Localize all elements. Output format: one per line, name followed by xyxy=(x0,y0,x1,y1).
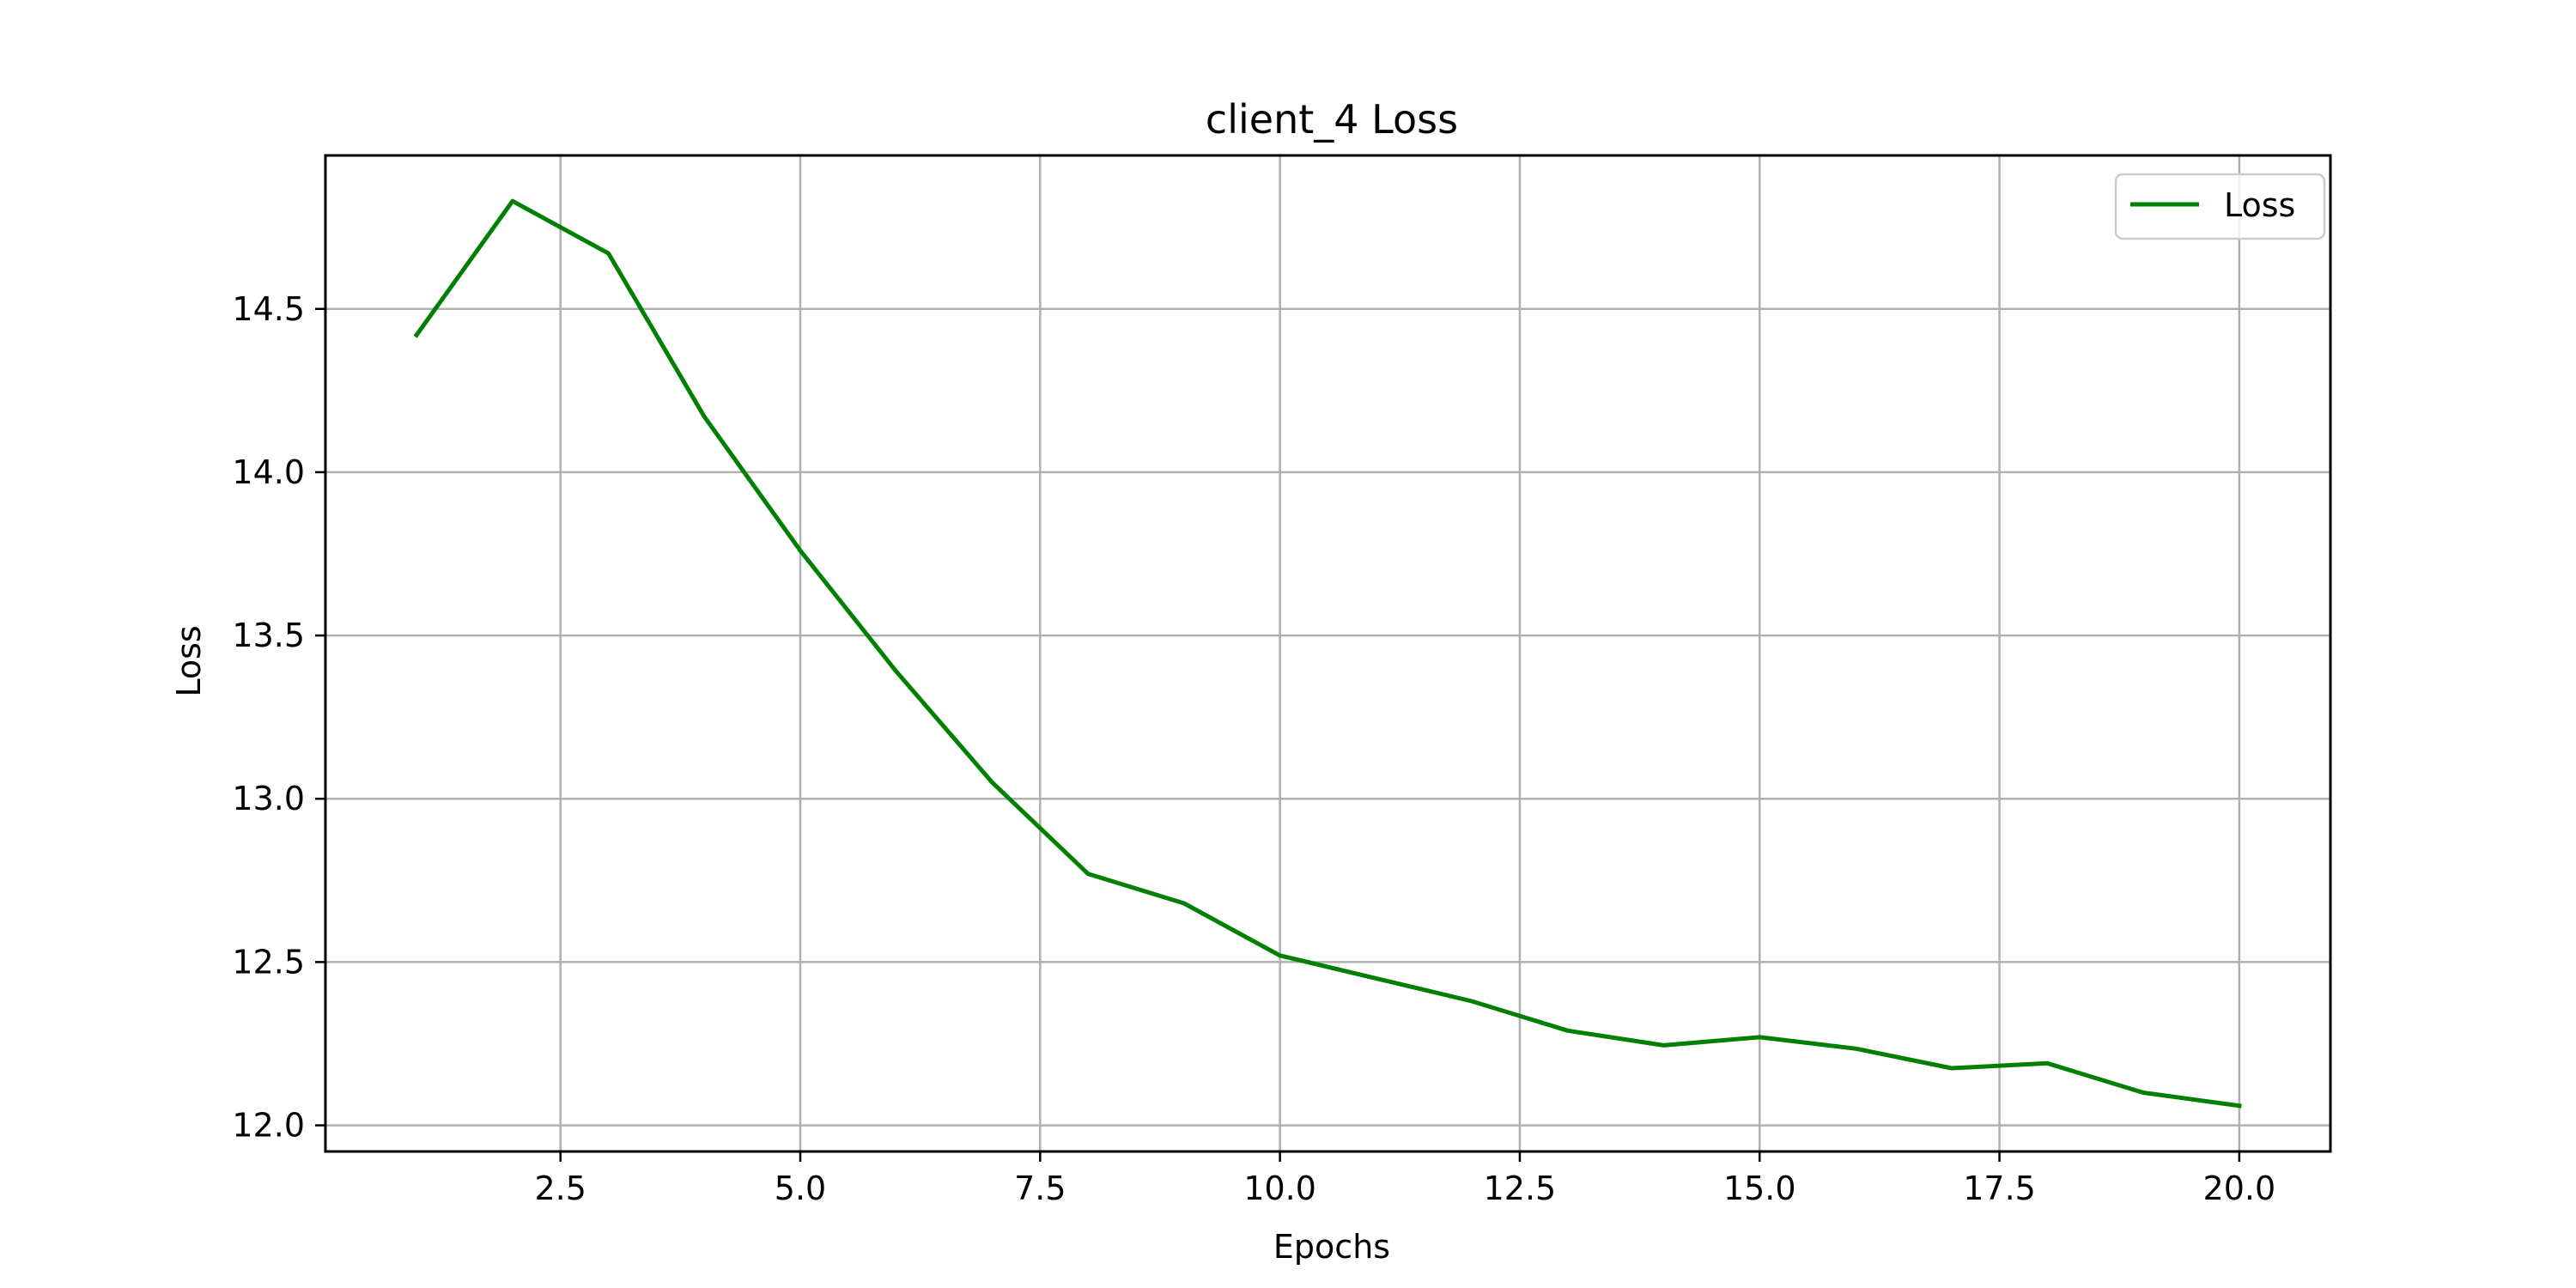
loss-data-point xyxy=(989,780,994,785)
loss-data-point xyxy=(2237,1103,2242,1109)
loss-data-point xyxy=(2141,1091,2146,1096)
loss-data-point xyxy=(1662,1042,1667,1048)
x-tick-label: 12.5 xyxy=(1484,1170,1557,1207)
loss-data-point xyxy=(510,198,515,204)
loss-data-point xyxy=(1757,1035,1762,1040)
loss-data-point xyxy=(414,332,419,337)
legend: Loss xyxy=(2114,173,2326,240)
loss-data-point xyxy=(1949,1066,1954,1071)
y-tick-label: 12.0 xyxy=(232,1107,305,1145)
loss-series-line xyxy=(413,198,2242,1109)
legend-label: Loss xyxy=(2224,186,2295,224)
loss-data-point xyxy=(1085,872,1091,877)
x-tick-label: 17.5 xyxy=(1963,1170,2036,1207)
loss-data-point xyxy=(702,414,707,419)
grid xyxy=(325,155,2330,1151)
loss-data-point xyxy=(1469,999,1474,1004)
x-axis-label: Epochs xyxy=(1273,1228,1390,1266)
loss-data-point xyxy=(894,669,899,674)
loss-data-point xyxy=(1278,953,1283,958)
y-tick-label: 13.0 xyxy=(232,780,305,817)
loss-data-point xyxy=(1853,1046,1858,1051)
x-tick-label: 20.0 xyxy=(2203,1170,2276,1207)
y-tick-label: 13.5 xyxy=(232,617,305,654)
y-tick-label: 14.0 xyxy=(232,453,305,491)
legend-box xyxy=(2114,173,2326,240)
x-tick-label: 2.5 xyxy=(535,1170,586,1207)
x-tick-label: 10.0 xyxy=(1243,1170,1316,1207)
x-tick-label: 7.5 xyxy=(1014,1170,1066,1207)
plot-frame xyxy=(324,154,2332,1153)
y-axis-label: Loss xyxy=(170,625,208,696)
loss-data-point xyxy=(1373,975,1378,981)
loss-data-point xyxy=(2044,1060,2050,1066)
x-tick-label: 5.0 xyxy=(775,1170,826,1207)
x-tick-label: 15.0 xyxy=(1723,1170,1796,1207)
loss-data-point xyxy=(606,251,611,256)
loss-data-point xyxy=(1182,901,1187,906)
y-tick-label: 14.5 xyxy=(232,290,305,328)
chart-title: client_4 Loss xyxy=(1206,96,1458,143)
series-layer xyxy=(413,198,2242,1109)
loss-data-point xyxy=(798,548,803,553)
loss-data-point xyxy=(1565,1028,1571,1033)
axis-ticks: 2.5 5.0 7.5 10.0 12.5 15.0 17.5 20.0 12.0 12.5 13.… xyxy=(232,290,2275,1207)
y-tick-label: 12.5 xyxy=(232,943,305,981)
